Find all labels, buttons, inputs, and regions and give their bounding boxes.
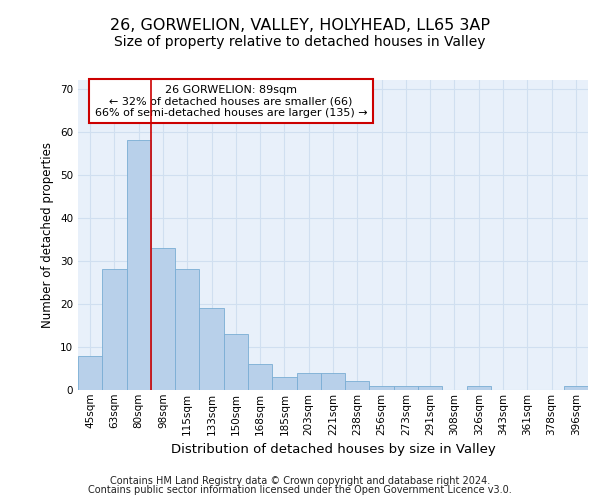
Bar — [345, 382, 370, 390]
Bar — [321, 373, 345, 390]
Bar — [564, 386, 588, 390]
Bar — [102, 270, 127, 390]
Text: Contains HM Land Registry data © Crown copyright and database right 2024.: Contains HM Land Registry data © Crown c… — [110, 476, 490, 486]
Text: 26, GORWELION, VALLEY, HOLYHEAD, LL65 3AP: 26, GORWELION, VALLEY, HOLYHEAD, LL65 3A… — [110, 18, 490, 32]
Bar — [78, 356, 102, 390]
Bar — [248, 364, 272, 390]
Bar — [224, 334, 248, 390]
Text: Contains public sector information licensed under the Open Government Licence v3: Contains public sector information licen… — [88, 485, 512, 495]
Bar — [127, 140, 151, 390]
Bar — [199, 308, 224, 390]
Bar — [151, 248, 175, 390]
Bar — [296, 373, 321, 390]
X-axis label: Distribution of detached houses by size in Valley: Distribution of detached houses by size … — [170, 443, 496, 456]
Bar — [272, 377, 296, 390]
Bar — [175, 270, 199, 390]
Text: 26 GORWELION: 89sqm
← 32% of detached houses are smaller (66)
66% of semi-detach: 26 GORWELION: 89sqm ← 32% of detached ho… — [95, 84, 367, 118]
Bar — [370, 386, 394, 390]
Y-axis label: Number of detached properties: Number of detached properties — [41, 142, 55, 328]
Bar — [394, 386, 418, 390]
Text: Size of property relative to detached houses in Valley: Size of property relative to detached ho… — [114, 35, 486, 49]
Bar — [467, 386, 491, 390]
Bar — [418, 386, 442, 390]
